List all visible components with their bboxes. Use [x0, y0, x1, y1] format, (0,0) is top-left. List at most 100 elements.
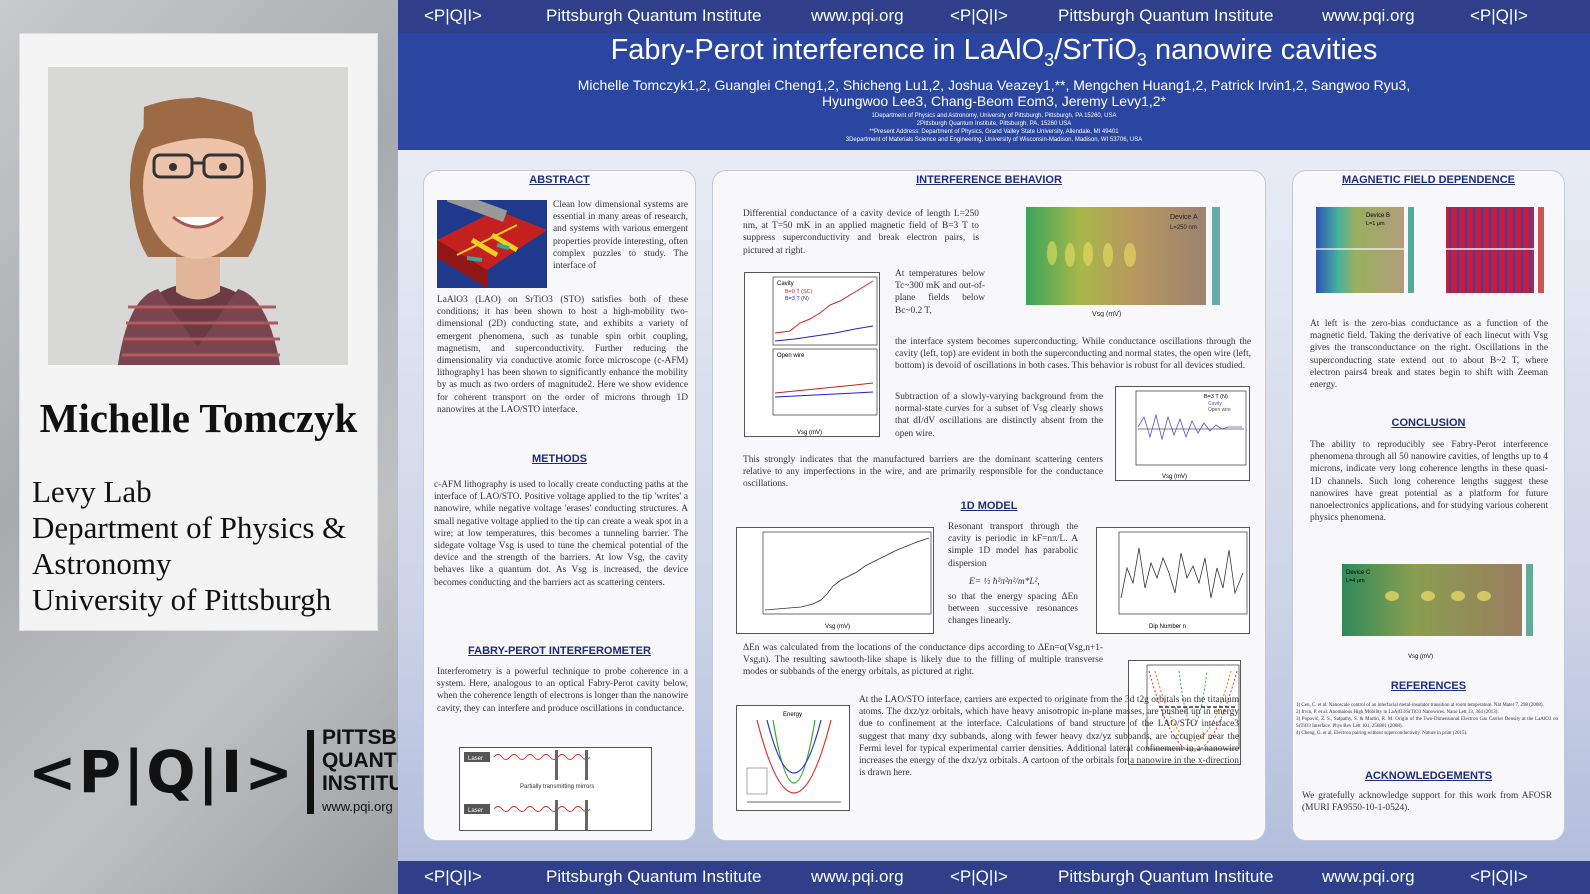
map-c-sublabel: L=4 μm [1346, 578, 1365, 584]
magnetic-heading: MAGNETIC FIELD DEPENDENCE [1342, 174, 1515, 186]
abstract-text-side: Clean low dimensional systems are essent… [553, 200, 688, 272]
map-c-label: Device C [1346, 570, 1371, 576]
reference-item: 1) Cen, C. et al. Nanoscale control of a… [1296, 703, 1544, 708]
orbital-subbands-plot [1128, 660, 1241, 765]
banner-item: <P|Q|I> [950, 6, 1008, 25]
affiliation-note: 3Department of Materials Science and Eng… [845, 136, 1143, 143]
reference-item: 4) Cheng, G. et al. Electron pairing wit… [1296, 731, 1468, 736]
interference-text-1: Differential conductance of a cavity dev… [743, 209, 979, 256]
pqi-logo: <P|Q|I> PITTSBURGH QUANTUM INSTITUTE www… [28, 726, 458, 818]
magnetic-text: At left is the zero-bias conductance as … [1310, 319, 1548, 391]
legend-sc: B=0 T (SC) [785, 289, 813, 295]
model-text-3: ΔEn was calculated from the locations of… [743, 643, 1103, 678]
abstract-heading: ABSTRACT [529, 174, 590, 186]
top-banner: <P|Q|I> Pittsburgh Quantum Institute www… [398, 0, 1590, 33]
poster-authors: Michelle Tomczyk1,2, Guanglei Cheng1,2, … [398, 77, 1590, 109]
bottom-banner: <P|Q|I> Pittsburgh Quantum Institute www… [398, 861, 1590, 894]
banner-item: <P|Q|I> [424, 6, 482, 25]
map-b-label: Device B [1366, 213, 1390, 219]
acknowledgements-text: We gratefully acknowledge support for th… [1302, 791, 1552, 814]
reference-item: 2) Irvin, P. et al. Anomalous High Mobil… [1296, 710, 1499, 715]
cartoon-energy-label: Energy [783, 712, 802, 718]
interference-text-5: This strongly indicates that the manufac… [743, 455, 1103, 490]
conductance-map-device-b: Device B L=1 μm [1306, 205, 1428, 305]
affiliation-line: University of Pittsburgh [32, 582, 332, 617]
authors-line: Michelle Tomczyk1,2, Guanglei Cheng1,2, … [577, 76, 1411, 93]
device-schematic [437, 190, 547, 288]
conductance-map-device-a: Device A L=250 nm Vsg (mV) [1012, 205, 1248, 318]
poster-header: Fabry-Perot interference in LaAlO3/SrTiO… [398, 33, 1590, 150]
banner-item: www.pqi.org [811, 6, 904, 25]
acknowledgements-heading: ACKNOWLEDGEMENTS [1364, 770, 1493, 782]
abstract-text: LaAlO3 (LAO) on SrTiO3 (STO) satisfies b… [437, 295, 688, 415]
model-equation: E= ½ ħ²π²n²/m*L², [969, 577, 1040, 587]
affiliation-line: Department of Physics & [32, 510, 347, 545]
cavity-xlabel: Vsg (mV) [797, 430, 822, 436]
interference-text-4: Subtraction of a slowly-varying backgrou… [895, 392, 1103, 439]
banner-item: Pittsburgh Quantum Institute [1058, 867, 1274, 886]
banner-item: Pittsburgh Quantum Institute [546, 867, 762, 886]
conductance-map-device-c: Device C L=4 μm Vsg (mV) [1308, 562, 1554, 664]
model-text-2: so that the energy spacing ΔEn between s… [948, 592, 1078, 627]
didv-xlabel: Vsg (mV) [825, 624, 850, 630]
map-a-xlabel: Vsg (mV) [1092, 311, 1121, 317]
cavity-openwire-plot: Cavity B=0 T (SC) B=3 T (N) Open wire Vs… [744, 272, 880, 437]
affiliation-line: Astronomy [32, 546, 172, 581]
references-heading: REFERENCES [1390, 680, 1467, 692]
fig-label-laser-top: Laser [468, 756, 483, 762]
banner-item: <P|Q|I> [424, 867, 482, 886]
references-list: 1) Cen, C. et al. Nanoscale control of a… [1296, 702, 1558, 737]
map-b-sublabel: L=1 μm [1366, 221, 1385, 227]
subtracted-plot: B=3 T (N) Cavity Open wire Vsg (mV) [1115, 386, 1250, 481]
conclusion-text: The ability to reproducibly see Fabry-Pe… [1310, 440, 1548, 524]
sub-xlabel: Vsg (mV) [1162, 474, 1187, 480]
conclusion-heading: CONCLUSION [1391, 417, 1466, 429]
banner-item: <P|Q|I> [1470, 6, 1528, 25]
model-heading: 1D MODEL [960, 500, 1018, 512]
energy-xlabel: Dip Number n [1149, 624, 1186, 630]
interference-text-3: the interface system becomes superconduc… [895, 337, 1251, 372]
banner-item: <P|Q|I> [950, 867, 1008, 886]
banner-item: Pittsburgh Quantum Institute [546, 6, 762, 25]
poster-affiliations: 1Department of Physics and Astronomy, Un… [398, 112, 1590, 144]
banner-item: <P|Q|I> [1470, 867, 1528, 886]
reference-item: 3) Popović, Z. S., Satpathy, S. & Martin… [1296, 717, 1558, 729]
sub-legend-title: B=3 T (N) [1204, 394, 1228, 400]
openwire-label: Open wire [777, 353, 805, 359]
poster-title: Fabry-Perot interference in LaAlO3/SrTiO… [610, 34, 1378, 70]
banner-item: www.pqi.org [811, 867, 904, 886]
cavity-label: Cavity [777, 281, 794, 287]
map-a-sublabel: L=250 nm [1170, 225, 1197, 231]
sub-legend-cavity: Cavity [1208, 401, 1222, 407]
pqi-logo-mark: <P|Q|I> [28, 738, 295, 806]
fabry-text: Interferometry is a powerful technique t… [437, 667, 688, 714]
pqi-logo-divider [306, 730, 314, 814]
model-text-4: At the LAO/STO interface, carriers are e… [859, 695, 1239, 779]
interference-heading: INTERFERENCE BEHAVIOR [916, 174, 1062, 186]
affiliation-line: Levy Lab [32, 474, 152, 509]
pqi-logo-url: www.pqi.org [321, 799, 393, 814]
sub-legend-open: Open wire [1208, 407, 1231, 413]
banner-item: www.pqi.org [1322, 6, 1415, 25]
fabry-heading: FABRY-PEROT INTERFEROMETER [468, 645, 651, 657]
transconductance-map-device-b [1436, 205, 1558, 305]
banner-item: www.pqi.org [1322, 867, 1415, 886]
presenter-photo [48, 67, 348, 365]
fig-caption: Partially transmitting mirrors [520, 784, 594, 790]
map-a-label: Device A [1170, 214, 1198, 221]
affiliation-note: **Present Address: Department of Physics… [869, 128, 1119, 135]
fig-label-laser-bottom: Laser [468, 808, 483, 814]
model-text-1: Resonant transport through the cavity is… [948, 522, 1078, 569]
interference-text-2: At temperatures below Tc~300 mK and out-… [895, 269, 985, 316]
map-c-xlabel: Vsg (mV) [1408, 654, 1433, 660]
methods-heading: METHODS [532, 453, 587, 465]
energy-orbital-cartoon: Energy [736, 705, 850, 811]
affiliation-note: 2Pittsburgh Quantum Institute, Pittsburg… [916, 120, 1072, 127]
energy-spacing-plot: Dip Number n [1096, 527, 1250, 634]
methods-text: c-AFM lithography is used to locally cre… [434, 480, 688, 588]
didv-plot: Vsg (mV) [736, 527, 934, 634]
fabry-perot-figure: Laser Laser Partially transmitting mirro… [459, 747, 652, 831]
banner-item: Pittsburgh Quantum Institute [1058, 6, 1274, 25]
authors-line: Hyungwoo Lee3, Chang-Beom Eom3, Jeremy L… [822, 92, 1166, 109]
legend-n: B=3 T (N) [785, 296, 809, 302]
